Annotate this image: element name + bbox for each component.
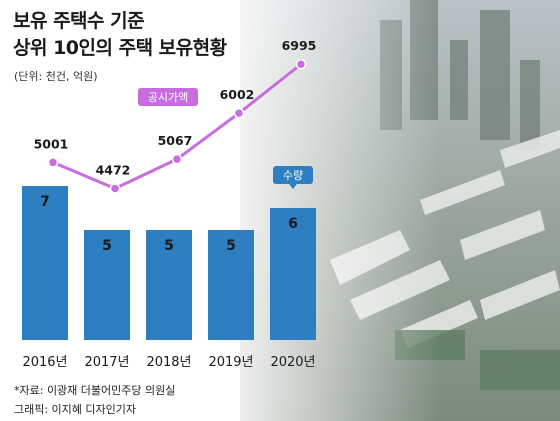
x-tick-label-1: 2017년: [84, 355, 129, 370]
price-value-label-4: 6995: [282, 38, 317, 53]
price-point-2: [171, 153, 183, 165]
price-point-0: [47, 157, 59, 168]
chart-title-line1: 보유 주택수 기준: [13, 10, 145, 32]
credit-note: 그래픽: 이지혜 디자인기자: [14, 403, 137, 416]
x-tick-label-3: 2019년: [208, 355, 253, 370]
price-series-callout: 공시가액: [138, 88, 198, 106]
price-point-3: [233, 107, 245, 119]
bar-0: [22, 186, 68, 340]
quantity-series-callout: 수량: [273, 166, 313, 189]
bar-1: [84, 230, 130, 340]
bar-2: [146, 230, 192, 340]
bar-value-label-3: 5: [226, 238, 236, 254]
unit-note: (단위: 천건, 억원): [14, 70, 98, 83]
bar-series-quantity: 7 5 5 5 6: [22, 186, 316, 340]
price-value-label-3: 6002: [220, 87, 255, 102]
price-value-label-2: 5067: [158, 133, 193, 148]
svg-text:공시가액: 공시가액: [148, 91, 188, 104]
bar-value-label-1: 5: [102, 238, 112, 254]
bar-4: [270, 208, 316, 340]
source-note: *자료: 이광재 더불어민주당 의원실: [14, 384, 176, 397]
line-series-price: 5001 4472 5067 6002 6995: [34, 38, 317, 194]
chart-title-line2: 상위 10인의 주택 보유현황: [13, 37, 227, 59]
price-value-label-0: 5001: [34, 136, 69, 151]
bar-value-label-4: 6: [288, 216, 298, 232]
svg-text:수량: 수량: [283, 169, 303, 182]
x-tick-label-4: 2020년: [270, 355, 315, 370]
x-tick-label-2: 2018년: [146, 355, 191, 370]
x-tick-label-0: 2016년: [22, 355, 67, 370]
x-axis-labels: 2016년 2017년 2018년 2019년 2020년: [22, 355, 315, 370]
price-point-1: [109, 183, 121, 194]
bar-3: [208, 230, 254, 340]
price-point-4: [295, 58, 307, 70]
price-value-label-1: 4472: [96, 162, 131, 177]
bar-value-label-0: 7: [40, 194, 50, 210]
bar-value-label-2: 5: [164, 238, 174, 254]
